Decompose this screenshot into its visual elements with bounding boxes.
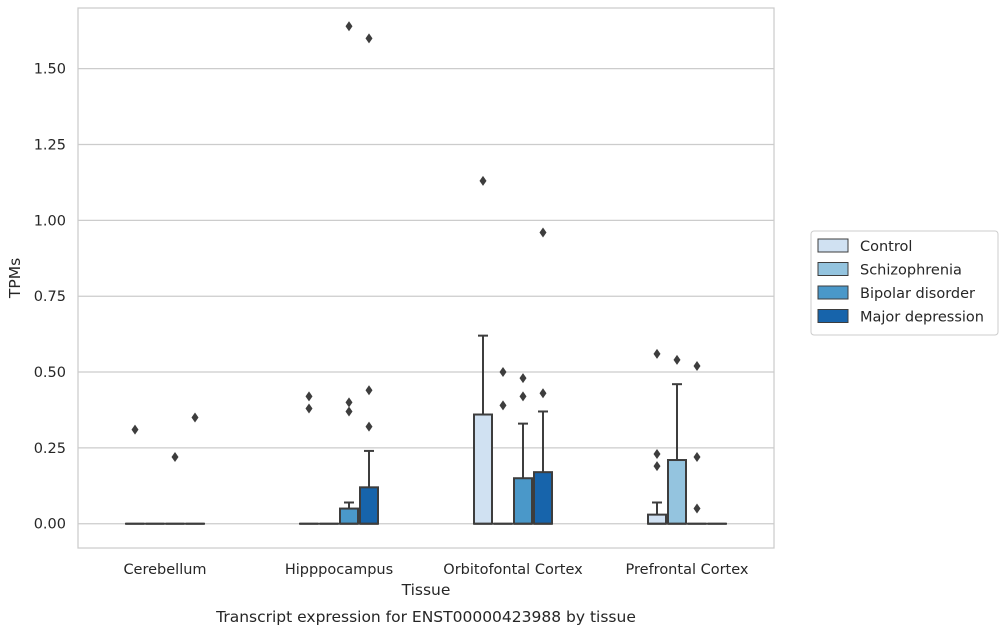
outlier-point	[539, 388, 547, 399]
box	[359, 486, 379, 525]
x-tick-label: Hipppocampus	[285, 562, 393, 578]
x-tick-label: Orbitofontal Cortex	[443, 562, 583, 578]
box-group	[687, 360, 707, 525]
box-group	[165, 451, 185, 525]
box-group	[533, 227, 553, 525]
legend-label: Schizophrenia	[860, 263, 962, 279]
y-axis-label: TPMs	[6, 258, 24, 299]
box-group	[299, 391, 319, 525]
box	[513, 477, 533, 525]
y-tick-label: 1.25	[34, 138, 66, 154]
chart-caption: Transcript expression for ENST0000042398…	[215, 608, 636, 626]
grid-lines	[78, 68, 774, 525]
y-tick-label: 0.50	[34, 365, 66, 381]
x-tick-labels: Cerebellum Hipppocampus Orbitofontal Corte…	[123, 562, 748, 578]
box-group	[359, 33, 379, 525]
plot-frame	[77, 7, 775, 549]
outlier-point	[191, 412, 199, 423]
box	[339, 507, 359, 525]
box	[533, 471, 553, 525]
y-tick-labels: 0.00 0.25 0.50 0.75 1.00 1.25 1.50	[34, 62, 66, 533]
legend-swatch	[817, 238, 849, 253]
x-axis-label: Tissue	[401, 581, 451, 599]
y-tick-label: 0.25	[34, 441, 66, 457]
box	[647, 513, 667, 525]
outlier-point	[519, 391, 527, 402]
outlier-point	[693, 451, 701, 462]
outlier-point	[365, 421, 373, 432]
box-group	[339, 21, 359, 525]
outlier-point	[305, 391, 313, 402]
box-group	[185, 412, 205, 525]
outlier-point	[345, 21, 353, 32]
outlier-point	[305, 403, 313, 414]
outlier-point	[131, 424, 139, 435]
outlier-point	[653, 448, 661, 459]
box	[473, 413, 493, 525]
box-group	[493, 367, 513, 525]
outlier-point	[653, 461, 661, 472]
box-group	[473, 175, 493, 525]
outlier-point	[673, 354, 681, 365]
box-group	[647, 348, 667, 525]
outlier-point	[693, 360, 701, 371]
y-tick-label: 0.75	[34, 289, 66, 305]
outlier-point	[693, 503, 701, 514]
y-tick-label: 0.00	[34, 517, 66, 533]
x-tick-label: Prefrontal Cortex	[626, 562, 749, 578]
outlier-point	[365, 385, 373, 396]
outlier-point	[171, 451, 179, 462]
outlier-point	[479, 175, 487, 186]
outlier-point	[345, 397, 353, 408]
outlier-point	[365, 33, 373, 44]
legend-swatch	[817, 285, 849, 300]
box-group	[513, 373, 533, 525]
outlier-point	[539, 227, 547, 238]
legend-swatch	[817, 309, 849, 323]
y-tick-label: 1.00	[34, 213, 66, 229]
legend-swatch	[817, 262, 849, 276]
legend-label: Bipolar disorder	[860, 286, 975, 302]
plot-marks	[125, 21, 727, 525]
x-tick-label: Cerebellum	[123, 562, 206, 578]
legend: Control Schizophrenia Bipolar disorder Majo…	[810, 230, 999, 336]
legend-frame	[810, 230, 999, 336]
outlier-point	[653, 348, 661, 359]
legend-label: Major depression	[860, 310, 984, 326]
outlier-point	[519, 373, 527, 384]
box-group	[667, 354, 687, 525]
outlier-point	[345, 406, 353, 417]
outlier-point	[499, 367, 507, 378]
legend-label: Control	[860, 239, 912, 255]
outlier-point	[499, 400, 507, 411]
box	[667, 459, 687, 525]
box-group	[125, 424, 145, 525]
y-tick-label: 1.50	[34, 62, 66, 78]
